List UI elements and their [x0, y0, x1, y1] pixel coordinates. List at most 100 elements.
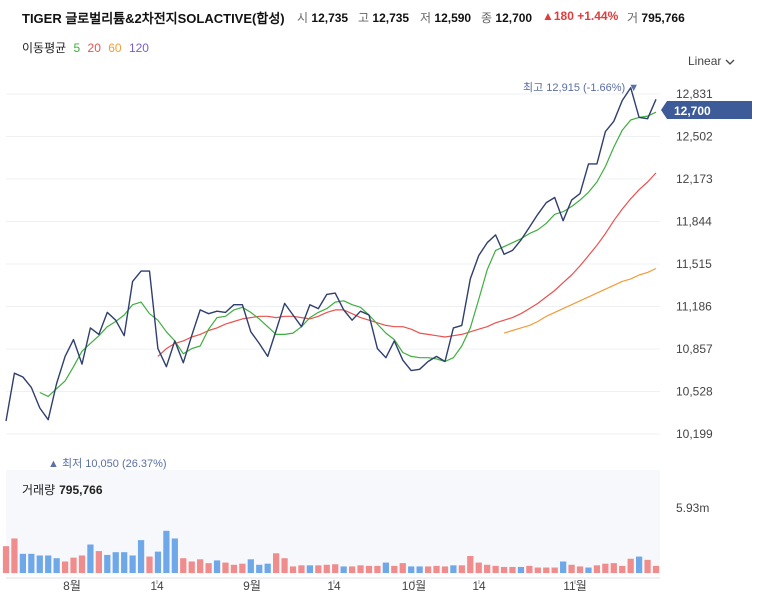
volume-bar	[205, 563, 212, 573]
y-tick-label: 12,173	[676, 172, 713, 186]
volume-bar	[11, 538, 18, 573]
change-stat: ▲180 +1.44%	[542, 9, 619, 23]
volume-bar	[526, 565, 533, 573]
volume-bar	[517, 566, 525, 573]
moving-average-legend: 이동평균 5 20 60 120	[22, 39, 153, 56]
volume-bar	[399, 563, 406, 573]
x-tick-label: 14	[327, 579, 341, 593]
volume-bar	[357, 565, 364, 573]
y-tick-label: 11,515	[676, 257, 712, 271]
volume-bar	[534, 567, 541, 573]
volume-bar	[180, 558, 187, 573]
volume-bar	[163, 530, 170, 573]
volume-bar	[475, 562, 482, 573]
ma-legend-label: 이동평균	[22, 41, 67, 55]
volume-bar	[576, 566, 584, 573]
header: TIGER 글로벌리튬&2차전지SOLACTIVE(합성) 시 12,735 고…	[0, 0, 758, 34]
current-price-label: 12,700	[674, 104, 711, 118]
ma60-line	[503, 267, 657, 334]
volume-stat: 거 795,766	[627, 11, 685, 25]
volume-bar	[129, 555, 136, 573]
volume-bar	[585, 567, 592, 573]
volume-bar	[36, 555, 43, 573]
volume-bar	[78, 555, 86, 573]
low-annotation: ▲ 최저 10,050 (26.37%)	[48, 457, 167, 470]
ma5-legend[interactable]: 5	[73, 41, 81, 55]
volume-bar	[458, 565, 465, 573]
ma120-legend[interactable]: 120	[128, 41, 149, 55]
volume-bar	[2, 546, 10, 573]
y-tick-label: 11,844	[676, 215, 712, 229]
volume-bar	[273, 553, 280, 573]
volume-bar	[146, 556, 153, 573]
volume-bar	[635, 556, 643, 573]
volume-bar	[70, 557, 77, 573]
y-tick-label: 10,199	[676, 427, 713, 441]
volume-value: 795,766	[59, 483, 103, 497]
volume-bar	[652, 565, 660, 573]
volume-bar	[95, 551, 102, 573]
volume-bar	[306, 565, 314, 573]
volume-bar	[53, 558, 60, 573]
low-stat: 저 12,590	[420, 11, 472, 25]
volume-bar	[28, 553, 35, 573]
volume-bar	[560, 561, 567, 573]
volume-bar	[222, 562, 229, 573]
volume-bar	[382, 562, 389, 573]
volume-bar	[19, 553, 27, 573]
y-tick-label: 12,502	[676, 130, 713, 144]
volume-bar	[408, 566, 415, 573]
volume-bar	[104, 554, 111, 573]
volume-bar	[500, 566, 508, 573]
current-price-tag: 12,700	[661, 101, 752, 119]
volume-bar	[112, 552, 119, 573]
volume-bar	[137, 540, 145, 573]
ma20-line	[157, 172, 657, 357]
high-stat: 고 12,735	[358, 11, 410, 25]
volume-label-text: 거래량	[22, 483, 56, 497]
volume-bar	[492, 565, 499, 573]
volume-bar	[171, 538, 178, 573]
ma60-legend[interactable]: 60	[108, 41, 122, 55]
volume-bar	[121, 552, 128, 573]
volume-bar	[45, 555, 52, 573]
ma20-legend[interactable]: 20	[87, 41, 101, 55]
volume-bar	[593, 565, 601, 573]
x-tick-label: 10월	[402, 579, 426, 593]
chevron-down-icon	[725, 59, 735, 65]
volume-bar	[340, 566, 347, 573]
y-tick-label: 12,831	[676, 87, 713, 101]
volume-bar	[467, 556, 474, 573]
x-tick-label: 14	[150, 579, 164, 593]
volume-bar	[551, 567, 558, 573]
volume-bar	[197, 559, 204, 573]
volume-bar	[627, 558, 634, 573]
volume-bar	[281, 558, 288, 573]
y-tick-label: 10,857	[676, 342, 713, 356]
x-tick-label: 9월	[243, 579, 261, 593]
x-tick-label: 14	[472, 579, 486, 593]
y-tick-label: 10,528	[676, 385, 713, 399]
ma5-line	[39, 111, 657, 397]
volume-bar	[602, 563, 609, 573]
volume-bar	[289, 566, 297, 573]
volume-bar	[391, 565, 398, 573]
volume-bar	[424, 566, 432, 573]
volume-bar	[332, 564, 339, 573]
volume-bar	[256, 564, 263, 573]
volume-bar	[61, 561, 69, 573]
volume-bar	[568, 564, 575, 573]
volume-bar	[450, 565, 457, 573]
volume-bar	[188, 561, 195, 573]
volume-bar	[87, 544, 94, 573]
volume-y-tick: 5.93m	[676, 501, 709, 515]
close-stat: 종 12,700	[481, 11, 533, 25]
volume-bar	[644, 559, 651, 573]
scale-selector-label: Linear	[688, 54, 722, 68]
y-tick-label: 11,186	[676, 300, 712, 314]
volume-label: 거래량 795,766	[22, 481, 103, 498]
volume-panel-bg	[6, 470, 660, 574]
scale-selector[interactable]: Linear	[688, 54, 735, 68]
volume-bar	[484, 564, 491, 573]
